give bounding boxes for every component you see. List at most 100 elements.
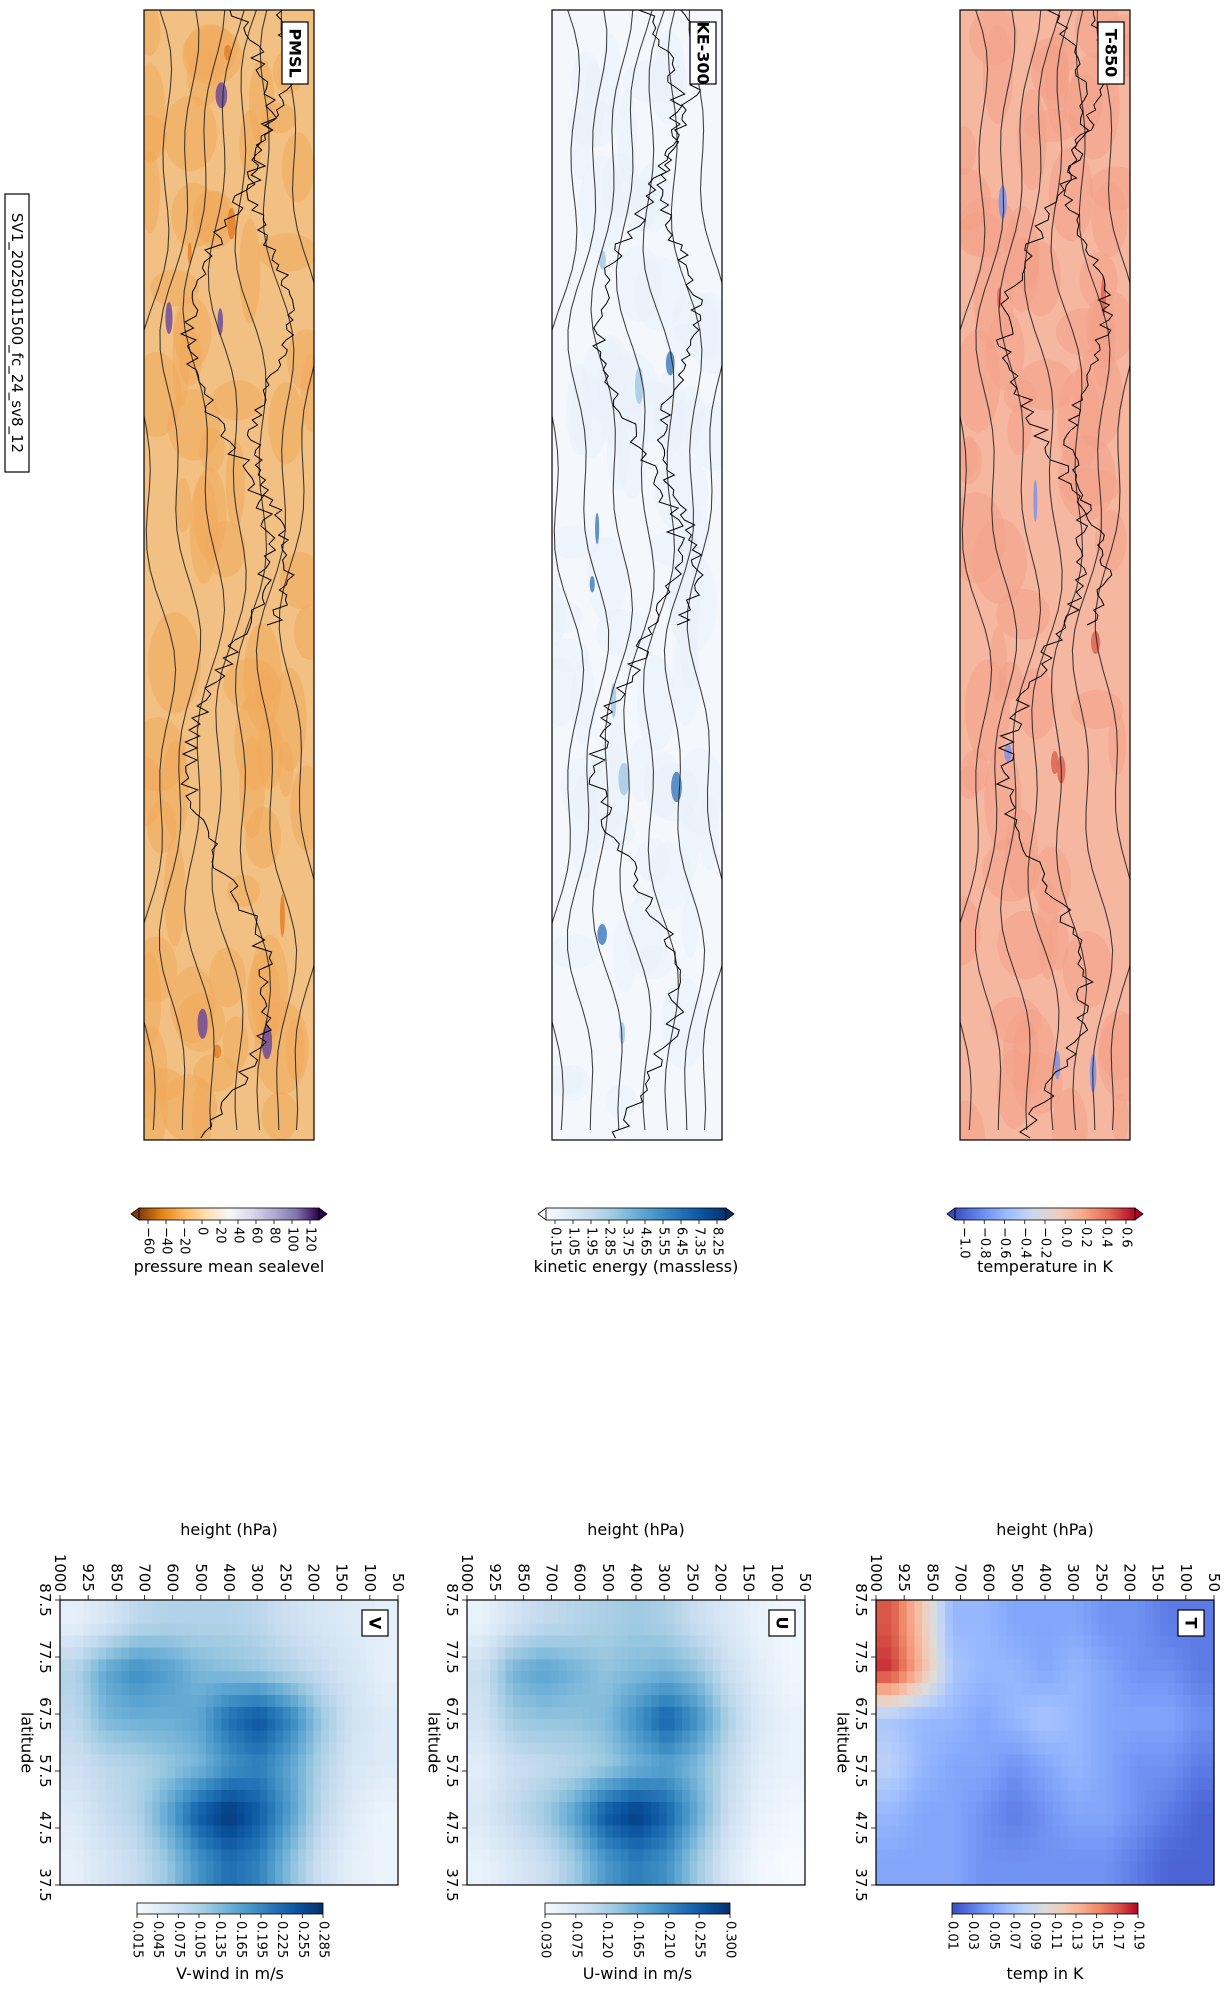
heatmap-cell [774,1778,783,1791]
heatmap-cell [67,1635,76,1649]
heatmap-cell [968,1695,977,1708]
heatmap-cell [505,1801,514,1815]
heatmap-cell [720,1635,729,1649]
heatmap-cell [60,1611,69,1625]
heatmap-cell [136,1790,146,1803]
heatmap-cell [75,1730,84,1744]
colorbar-tick-label: 0.13 [1069,1921,1084,1950]
heatmap-cell [720,1766,729,1779]
heatmap-cell [382,1695,391,1708]
heatmap-cell [336,1600,345,1613]
colorbar-tick-label: 0.09 [1027,1921,1042,1950]
heatmap-cell [528,1600,537,1613]
heatmap-cell [359,1813,368,1827]
field-texture [570,374,609,459]
heatmap-cell [505,1718,514,1732]
heatmap-cell [628,1683,637,1696]
heatmap-cell [351,1742,361,1755]
heatmap-cell [221,1635,230,1649]
colorbar-label: U-wind in m/s [583,1964,692,1983]
heatmap-cell [359,1778,368,1791]
heatmap-cell [612,1766,622,1779]
heatmap-cell [159,1659,169,1672]
heatmap-cell [520,1861,530,1874]
heatmap-cell [298,1659,307,1672]
heatmap-cell [605,1825,614,1839]
heatmap-cell [1121,1623,1131,1637]
heatmap-cell [298,1778,307,1791]
heatmap-cell [482,1695,491,1708]
heatmap-cell [589,1718,599,1732]
heatmap-cell [597,1695,606,1708]
heatmap-cell [528,1695,537,1708]
field-texture [996,588,1050,640]
heatmap-cell [612,1754,622,1767]
heatmap-cell [1114,1671,1123,1684]
heatmap-cell [505,1873,514,1886]
colorbar-tick-label: 0.075 [568,1921,583,1958]
heatmap-cell [252,1837,261,1850]
heatmap-cell [983,1683,992,1696]
heatmap-cell [643,1730,652,1744]
heatmap-cell [98,1801,107,1815]
heatmap-cell [344,1837,353,1850]
heatmap-cell [781,1837,791,1850]
heatmap-cell [259,1683,269,1696]
heatmap-cell [651,1647,660,1660]
heatmap-cell [175,1611,184,1625]
heatmap-cell [766,1837,775,1850]
heatmap-cell [960,1635,969,1649]
heatmap-cell [689,1600,699,1613]
heatmap-cell [998,1813,1008,1827]
heatmap-cell [929,1623,939,1637]
colorbar-tick-label: 0.195 [254,1921,269,1958]
heatmap-cell [968,1718,977,1732]
heatmap-cell [290,1801,299,1815]
heatmap-cell [1091,1790,1100,1803]
field-texture [184,24,237,78]
heatmap-cell [1060,1813,1069,1827]
heatmap-cell [991,1754,1000,1767]
heatmap-cell [175,1600,184,1613]
heatmap-cell [1183,1813,1192,1827]
heatmap-cell [666,1695,676,1708]
heatmap-cell [259,1837,269,1850]
heatmap-cell [1052,1718,1061,1732]
pressure-contour [1050,10,1088,1131]
pressure-contour [1094,10,1130,1131]
heatmap-cell [1114,1742,1123,1755]
heatmap-cell [766,1801,775,1815]
heatmap-cell [83,1849,92,1862]
heatmap-cell [144,1813,153,1827]
heatmap-cell [968,1837,977,1850]
heatmap-cell [190,1754,199,1767]
heatmap-cell [1052,1825,1061,1839]
heatmap-cell [929,1718,939,1732]
y-axis-label: latitude [18,1712,37,1773]
heatmap-cell [551,1778,560,1791]
heatmap-cell [490,1611,499,1625]
heatmap-cell [252,1790,261,1803]
heatmap-cell [175,1742,184,1755]
heatmap-cell [229,1695,238,1708]
heatmap-cell [1144,1825,1154,1839]
heatmap-cell [90,1659,100,1672]
heatmap-cell [543,1647,553,1660]
heatmap-cell [321,1647,330,1660]
heatmap-cell [136,1825,146,1839]
heatmap-cell [182,1766,192,1779]
heatmap-cell [991,1849,1000,1862]
heatmap-cell [705,1718,714,1732]
heatmap-cell [758,1695,768,1708]
heatmap-cell [205,1742,215,1755]
heatmap-cell [159,1706,169,1720]
heatmap-cell [244,1742,253,1755]
heatmap-cell [213,1790,222,1803]
heatmap-cell [1198,1730,1207,1744]
heatmap-cell [1014,1801,1023,1815]
heatmap-cell [313,1790,322,1803]
heatmap-cell [728,1742,737,1755]
heatmap-cell [1060,1659,1069,1672]
heatmap-cell [1137,1825,1146,1839]
heatmap-cell [474,1635,483,1649]
